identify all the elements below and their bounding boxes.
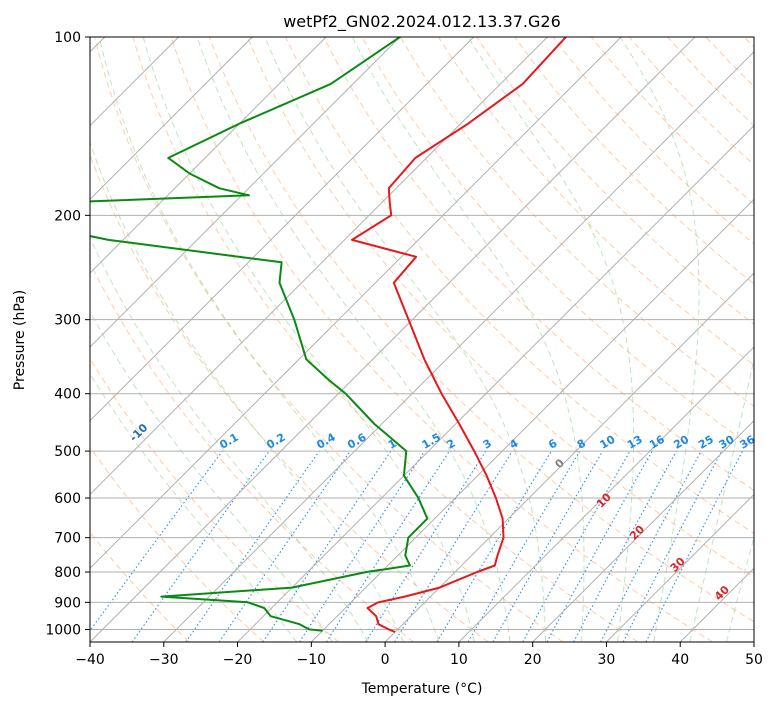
mixing-ratio-label: 36	[737, 433, 757, 452]
moist-adiabat-line	[726, 535, 754, 642]
mixing-ratio-line	[299, 450, 426, 642]
moist-adiabat-line	[90, 372, 297, 642]
dry-adiabat-line	[246, 37, 754, 578]
x-tick-label: 30	[598, 652, 616, 668]
grid	[90, 37, 754, 642]
isotherm-line	[90, 37, 475, 422]
mixing-ratio-line	[185, 450, 320, 642]
dewpoint-line	[90, 37, 429, 632]
mixing-ratio-line	[394, 450, 513, 642]
y-tick-label: 300	[54, 313, 81, 329]
moist-adiabat-line	[264, 37, 547, 642]
temperature-line	[351, 37, 567, 633]
x-tick-label: 10	[450, 652, 468, 668]
plot-frame	[89, 36, 755, 643]
dry-adiabat-line	[170, 37, 713, 642]
dry-adiabat-line	[476, 37, 754, 325]
mixing-ratio-line	[522, 450, 631, 642]
x-axis-label: Temperature (°C)	[361, 681, 483, 697]
y-tick-label: 600	[54, 491, 81, 507]
x-tick-label: −20	[223, 652, 253, 668]
dry-adiabat-line	[90, 261, 414, 642]
y-tick-label: 500	[54, 444, 81, 460]
mixing-ratio-line	[90, 450, 223, 632]
dry-adiabat-line	[90, 357, 339, 642]
y-tick-label: 700	[54, 531, 81, 547]
y-axis: 100 200 300 400 500 600 700 800 900 1000	[45, 30, 90, 638]
dry-adiabat-line	[323, 37, 754, 492]
moist-adiabat-line	[142, 37, 475, 642]
x-tick-label: 0	[381, 652, 390, 668]
dry-adiabat-line	[94, 37, 564, 642]
y-tick-label: 800	[54, 565, 81, 581]
isotherm-line	[90, 37, 401, 348]
y-tick-label: 900	[54, 595, 81, 611]
dry-adiabat-line	[437, 37, 754, 366]
isotherm-line	[458, 346, 754, 642]
x-tick-label: −30	[149, 652, 179, 668]
moist-adiabat-line	[619, 37, 700, 642]
y-axis-label: Pressure (hPa)	[12, 290, 28, 390]
isotherm-line	[532, 419, 754, 642]
dry-adiabat-line	[132, 37, 639, 642]
dry-adiabat-line	[285, 37, 754, 535]
mixing-ratio-line	[645, 450, 743, 642]
mixing-ratio-line	[546, 450, 653, 642]
isotherm-line	[310, 198, 754, 642]
dry-adiabat-line	[208, 37, 754, 623]
moist-adiabat-line	[90, 236, 369, 642]
y-tick-label: 1000	[45, 622, 81, 638]
isotherm-line	[384, 272, 754, 642]
x-tick-label: −10	[297, 652, 327, 668]
moist-adiabat-line	[196, 37, 511, 642]
x-tick-label: 40	[671, 652, 689, 668]
y-tick-label: 400	[54, 387, 81, 403]
isotherm-line	[90, 37, 696, 642]
x-axis: −40 −30 −20 −10 0 10 20 30 40 50	[75, 642, 763, 668]
moist-adiabat-line	[90, 310, 333, 642]
isotherm-line	[90, 37, 327, 274]
y-tick-label: 100	[54, 30, 81, 46]
moist-adiabat-line	[98, 37, 440, 642]
mixing-ratio-line	[218, 450, 351, 642]
x-tick-label: −40	[75, 652, 105, 668]
isotherm-line	[90, 37, 253, 201]
moist-adiabat-line	[689, 356, 754, 642]
y-tick-label: 200	[54, 208, 81, 224]
dry-adiabat-line	[514, 37, 754, 285]
x-tick-label: 50	[745, 652, 763, 668]
isotherm-line	[163, 51, 754, 642]
mixing-ratio-line	[325, 450, 450, 642]
x-tick-label: 20	[524, 652, 542, 668]
isotherm-line	[606, 493, 754, 642]
chart-title: wetPf2_GN02.2024.012.13.37.G26	[283, 12, 561, 32]
isotherm-line	[237, 124, 754, 642]
isotherm-line	[90, 37, 622, 569]
moist-adiabat-line	[351, 37, 585, 642]
mixing-ratio-line	[573, 450, 677, 642]
mixing-ratio-line	[131, 450, 270, 642]
data-lines	[90, 37, 567, 633]
moist-adiabat-line	[90, 140, 405, 642]
background-lines	[90, 37, 754, 642]
